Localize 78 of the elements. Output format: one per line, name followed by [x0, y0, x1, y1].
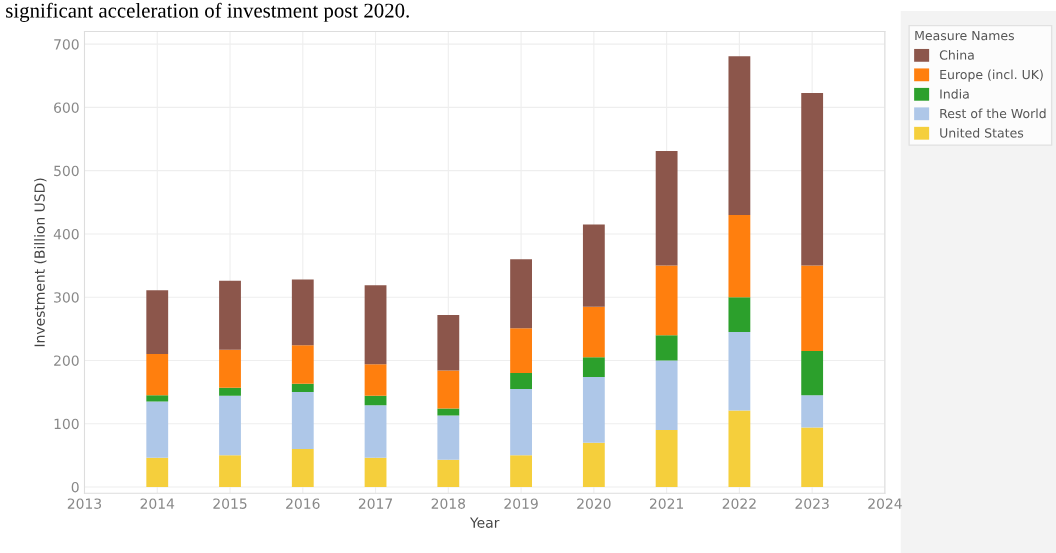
- bar: [582, 442, 605, 487]
- bar: [364, 405, 387, 458]
- legend-label: China: [939, 50, 974, 60]
- x-tick-label: 2019: [504, 498, 538, 509]
- bar: [219, 455, 241, 487]
- bar: [510, 388, 532, 456]
- y-axis-title: Investment (Billion USD): [34, 178, 47, 347]
- bar: [291, 383, 314, 393]
- bar: [582, 376, 605, 443]
- x-axis-title: Year: [469, 517, 500, 528]
- legend-label: Rest of the World: [940, 108, 1046, 119]
- bar: [655, 360, 678, 431]
- bar: [801, 92, 824, 266]
- x-tick-label: 2015: [213, 498, 247, 509]
- bar: [801, 265, 824, 351]
- bar: [146, 395, 169, 402]
- legend-label: Europe (incl. UK): [940, 69, 1043, 82]
- x-tick-label: 2021: [649, 498, 684, 509]
- legend-label: India: [940, 89, 969, 99]
- bar: [655, 265, 678, 336]
- bar: [655, 151, 678, 266]
- text: significant acceleration of investment post 2020.: [6, 2, 409, 22]
- bar: [510, 328, 532, 374]
- bar: [655, 335, 678, 361]
- bar: [219, 395, 241, 456]
- x-tick-label: 2013: [67, 498, 102, 509]
- bar: [291, 345, 314, 384]
- bar: [219, 280, 241, 350]
- bar: [510, 373, 532, 389]
- bar: [801, 427, 824, 487]
- bar: [728, 410, 751, 487]
- bar: [146, 401, 169, 458]
- bar: [364, 285, 387, 365]
- bar: [582, 224, 605, 307]
- bar: [219, 349, 241, 388]
- legend-title: Measure Names: [915, 30, 1014, 41]
- bar: [291, 449, 314, 487]
- bar: [655, 430, 678, 487]
- x-tick-label: 2016: [286, 498, 320, 509]
- x-tick-label: 2022: [722, 498, 756, 509]
- x-tick-label: 2014: [140, 498, 175, 509]
- y-tick-label: 100: [54, 418, 79, 430]
- y-tick-label: 400: [53, 228, 79, 240]
- y-tick-label: 700: [54, 39, 79, 50]
- bar: [364, 395, 387, 406]
- x-tick-label: 2024: [868, 498, 902, 509]
- bar: [291, 279, 314, 346]
- bar: [801, 350, 824, 396]
- bar: [728, 331, 751, 411]
- bar: [146, 457, 169, 487]
- y-tick-label: 300: [54, 292, 79, 303]
- bar: [219, 387, 241, 396]
- bar: [146, 290, 169, 355]
- bar: [364, 364, 387, 396]
- bar: [510, 259, 532, 329]
- bar: [437, 459, 460, 487]
- bar: [364, 457, 387, 487]
- bar: [582, 306, 605, 358]
- y-tick-label: 500: [54, 165, 79, 177]
- bar: [510, 455, 532, 487]
- bar: [437, 314, 460, 371]
- bar: [801, 395, 824, 428]
- bar: [728, 56, 751, 215]
- bar: [437, 370, 460, 409]
- bar: [728, 297, 751, 332]
- y-tick-label: 200: [54, 355, 79, 366]
- x-tick-label: 2023: [795, 498, 829, 509]
- bar: [146, 354, 169, 396]
- x-tick-label: 2017: [358, 498, 393, 509]
- x-tick-label: 2018: [431, 498, 466, 509]
- bar: [728, 214, 751, 298]
- y-tick-label: 0: [71, 481, 79, 493]
- x-tick-label: 2020: [577, 498, 611, 509]
- bar: [582, 357, 605, 377]
- bar: [437, 415, 460, 460]
- legend-label: United States: [940, 127, 1024, 138]
- bar: [291, 392, 314, 449]
- y-tick-label: 600: [54, 102, 79, 113]
